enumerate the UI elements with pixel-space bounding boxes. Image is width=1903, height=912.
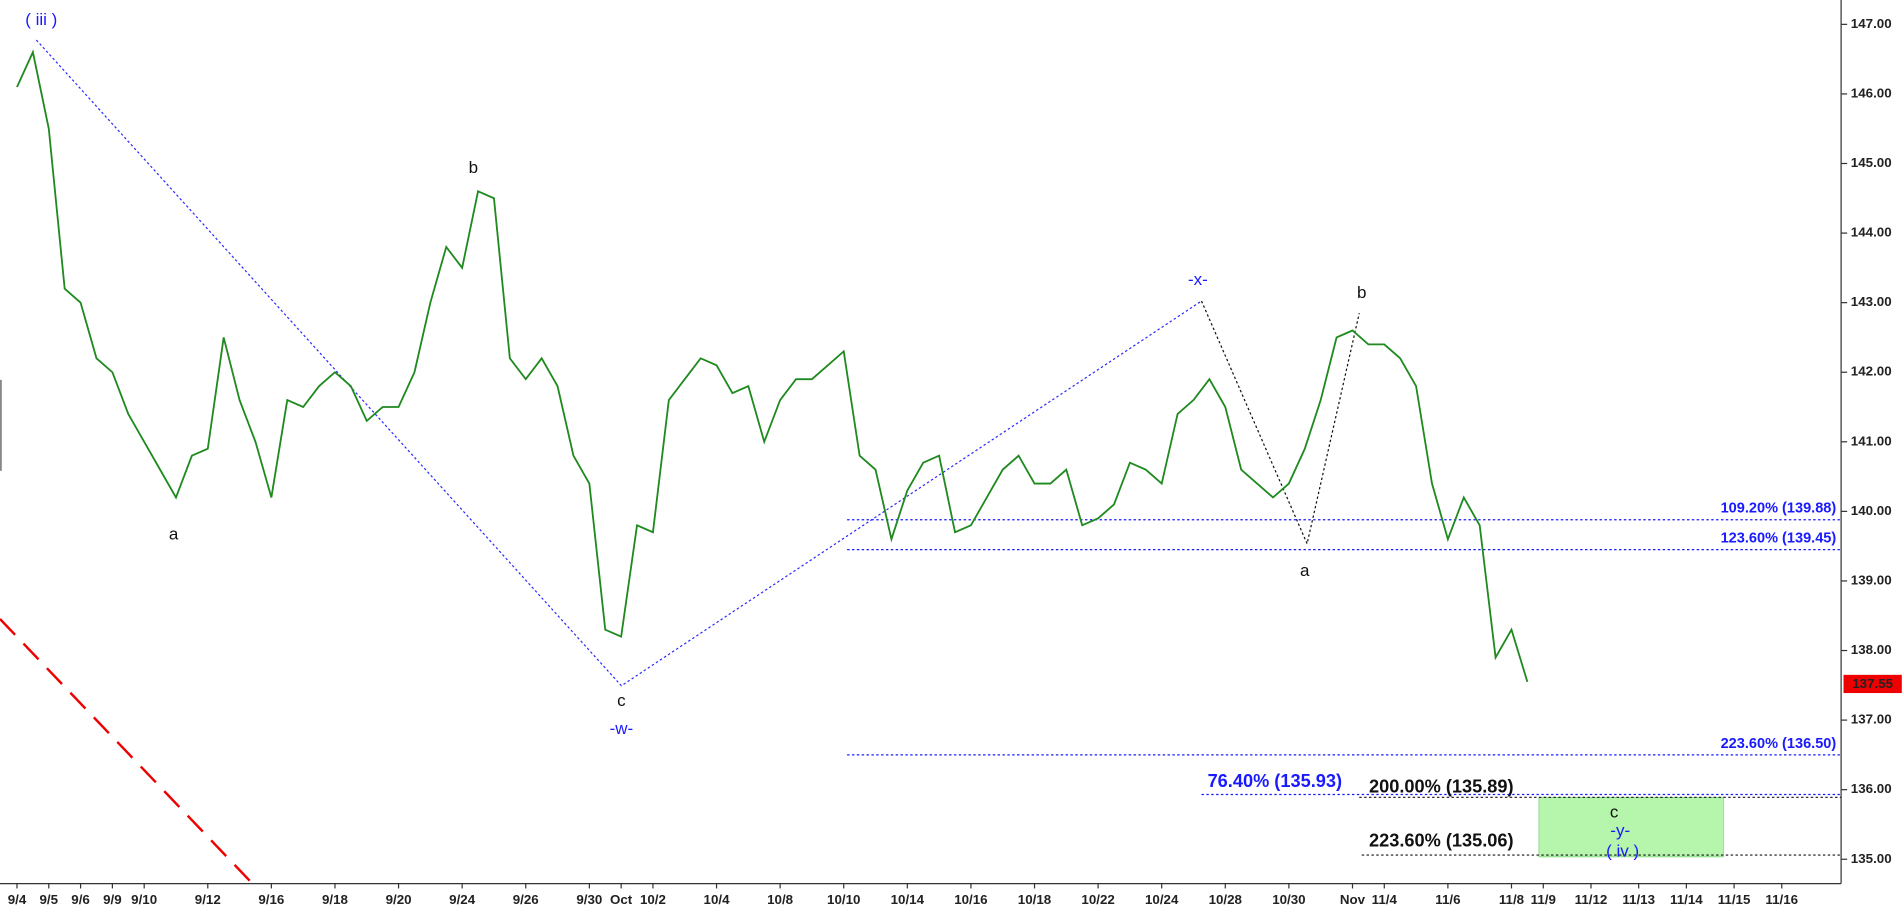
wave-label: ( iii ) (25, 10, 57, 29)
x-tick-label: 11/13 (1622, 892, 1655, 907)
x-tick-label: 11/14 (1670, 892, 1703, 907)
x-tick-label: 9/9 (103, 892, 122, 907)
x-tick-label: 10/30 (1272, 892, 1305, 907)
y-tick-label: 135.00 (1851, 851, 1892, 866)
wave-label: b (469, 158, 478, 177)
x-tick-label: 9/10 (131, 892, 157, 907)
x-tick-label: 11/9 (1531, 892, 1556, 907)
wave-label: c (617, 691, 626, 710)
y-tick-label: 137.00 (1851, 712, 1892, 727)
x-tick-label: 9/16 (258, 892, 284, 907)
y-tick-label: 147.00 (1851, 16, 1892, 31)
wave-label: b (1357, 283, 1366, 302)
x-tick-label: 9/26 (513, 892, 539, 907)
x-tick-label: 9/5 (40, 892, 59, 907)
y-tick-label: 142.00 (1851, 364, 1892, 379)
x-tick-label: Nov (1340, 892, 1366, 907)
x-tick-label: 11/12 (1575, 892, 1608, 907)
wave-label: -y- (1610, 821, 1630, 840)
y-tick-label: 143.00 (1851, 294, 1892, 309)
fib-label: 223.60% (135.06) (1369, 831, 1514, 851)
wave-label: -x- (1188, 270, 1208, 289)
fib-label: 123.60% (139.45) (1721, 531, 1837, 547)
x-tick-label: 10/10 (827, 892, 860, 907)
y-tick-label: 141.00 (1851, 433, 1892, 448)
x-tick-label: 11/4 (1372, 892, 1398, 907)
last-price-box (1843, 674, 1902, 694)
y-tick-label: 136.00 (1851, 781, 1892, 796)
wave-line-a-b (1200, 300, 1360, 546)
y-tick-label: 146.00 (1851, 85, 1892, 100)
x-tick-label: 9/6 (71, 892, 90, 907)
x-tick-label: 9/20 (386, 892, 412, 907)
x-tick-label: 10/4 (704, 892, 731, 907)
x-tick-label: 11/16 (1765, 892, 1798, 907)
wave-line-w-x (35, 39, 1202, 687)
y-tick-label: 140.00 (1851, 503, 1892, 518)
x-tick-label: 9/18 (322, 892, 349, 907)
x-tick-label: 11/15 (1718, 892, 1751, 907)
fib-label: 200.00% (135.89) (1369, 776, 1514, 796)
x-tick-label: 9/24 (449, 892, 476, 907)
wave-label: a (169, 525, 179, 544)
x-tick-label: 10/28 (1209, 892, 1243, 907)
price-line (16, 49, 1529, 683)
x-tick-label: 9/4 (8, 892, 27, 907)
x-tick-label: 10/2 (640, 892, 666, 907)
y-tick-label: 138.00 (1851, 642, 1892, 657)
x-tick-label: 11/6 (1435, 892, 1460, 907)
target-zone (1538, 797, 1724, 858)
fib-label: 76.40% (135.93) (1208, 771, 1342, 791)
fib-label: 109.20% (139.88) (1721, 501, 1837, 517)
x-tick-label: 9/12 (195, 892, 221, 907)
x-tick-label: 10/16 (954, 892, 987, 907)
fib-label: 223.60% (136.50) (1721, 736, 1837, 752)
y-tick-label: 144.00 (1851, 225, 1892, 240)
wave-label: c (1610, 803, 1619, 822)
y-tick-label: 145.00 (1851, 155, 1892, 170)
y-tick-label: 139.00 (1851, 572, 1892, 587)
x-tick-label: 10/22 (1081, 892, 1114, 907)
x-tick-label: 10/24 (1145, 892, 1179, 907)
x-tick-label: 9/30 (576, 892, 602, 907)
x-tick-label: Oct (610, 892, 633, 907)
x-tick-label: 10/14 (891, 892, 925, 907)
wave-label: ( iv ) (1606, 842, 1639, 861)
trend-line (0, 618, 254, 885)
x-tick-label: 10/8 (767, 892, 794, 907)
x-tick-label: 10/18 (1018, 892, 1052, 907)
wave-label: a (1300, 561, 1310, 580)
wave-label: -w- (610, 719, 634, 738)
last-price-label: 137.55 (1852, 676, 1893, 691)
x-tick-label: 11/8 (1499, 892, 1525, 907)
